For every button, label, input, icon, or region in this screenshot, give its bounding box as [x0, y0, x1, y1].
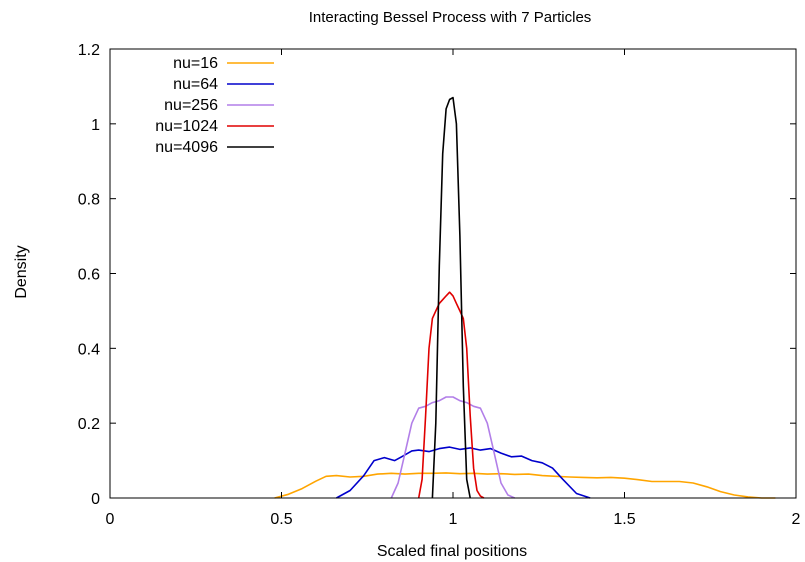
series-line-1 — [336, 446, 591, 499]
y-tick-label: 0.8 — [78, 192, 100, 209]
y-tick-label: 0.4 — [78, 341, 100, 358]
legend-label: nu=4096 — [155, 139, 218, 156]
chart-title: Interacting Bessel Process with 7 Partic… — [309, 9, 592, 26]
plot-frame — [109, 48, 797, 499]
x-tick-label: 0.5 — [270, 511, 292, 528]
y-axis-title: Density — [13, 245, 30, 298]
legend-label: nu=64 — [173, 76, 218, 93]
legend: nu=16 nu=64 nu=256 nu=1024 nu=4096 — [155, 55, 274, 156]
series-line-2 — [390, 396, 516, 499]
x-axis-title: Scaled final positions — [377, 543, 527, 560]
x-tick-label: 2 — [792, 511, 801, 528]
series-line-0 — [274, 472, 776, 499]
x-tick-label: 1 — [449, 511, 458, 528]
legend-label: nu=16 — [173, 55, 218, 72]
y-tick-label: 1 — [91, 117, 100, 134]
axes: 0 0.5 1 1.5 2 0 0.2 0.4 0.6 0.8 1 1.2 — [78, 42, 801, 528]
legend-label: nu=256 — [164, 97, 218, 114]
y-tick-label: 0.2 — [78, 416, 100, 433]
plot-area — [274, 96, 776, 499]
y-tick-label: 0.6 — [78, 267, 100, 284]
y-tick-label: 1.2 — [78, 42, 100, 59]
x-tick-label: 0 — [106, 511, 115, 528]
x-tick-label: 1.5 — [613, 511, 635, 528]
series-line-3 — [417, 291, 485, 499]
y-tick-label: 0 — [91, 491, 100, 508]
series-line-4 — [431, 96, 471, 499]
legend-label: nu=1024 — [155, 118, 218, 135]
